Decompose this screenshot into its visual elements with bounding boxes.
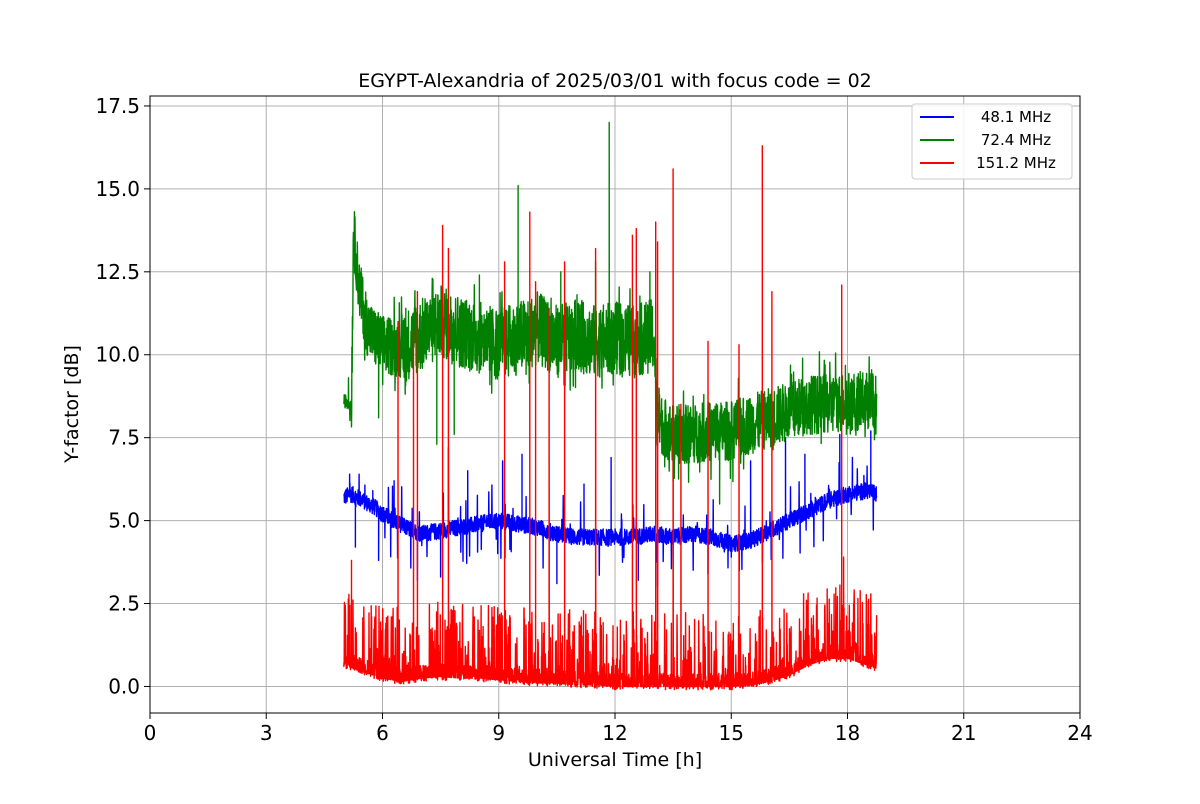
x-tick-label: 24	[1067, 721, 1092, 745]
y-tick-label: 15.0	[95, 177, 140, 201]
x-tick-label: 9	[492, 721, 505, 745]
x-tick-label: 12	[602, 721, 627, 745]
y-tick-label: 7.5	[108, 426, 140, 450]
y-tick-label: 17.5	[95, 94, 140, 118]
series-layer	[343, 121, 878, 691]
legend-label-72mhz: 72.4 MHz	[981, 131, 1051, 149]
legend: 48.1 MHz 72.4 MHz 151.2 MHz	[911, 103, 1073, 180]
y-axis-ticks: 0.0 2.5 5.0 7.5 10.0 12.5 15.0 17.5	[95, 94, 150, 698]
chart-title: EGYPT-Alexandria of 2025/03/01 with focu…	[358, 70, 872, 92]
x-axis-ticks: 0 3 6 9 12 15 18 21 24	[144, 713, 1093, 745]
x-tick-label: 21	[951, 721, 976, 745]
x-tick-label: 3	[260, 721, 273, 745]
series-line-1	[343, 121, 878, 505]
x-axis-label: Universal Time [h]	[528, 749, 702, 771]
y-axis-label: Y-factor [dB]	[61, 345, 83, 464]
x-tick-label: 18	[835, 721, 860, 745]
y-tick-label: 12.5	[95, 260, 140, 284]
x-tick-label: 15	[719, 721, 744, 745]
series-line-0	[343, 430, 878, 588]
y-tick-label: 2.5	[108, 592, 140, 616]
y-tick-label: 0.0	[108, 674, 140, 698]
legend-box	[911, 103, 1073, 180]
series-line-2	[343, 145, 878, 691]
x-tick-label: 6	[376, 721, 389, 745]
y-tick-label: 10.0	[95, 343, 140, 367]
legend-label-48mhz: 48.1 MHz	[981, 108, 1051, 126]
x-tick-label: 0	[144, 721, 157, 745]
y-tick-label: 5.0	[108, 509, 140, 533]
legend-label-151mhz: 151.2 MHz	[976, 154, 1056, 172]
